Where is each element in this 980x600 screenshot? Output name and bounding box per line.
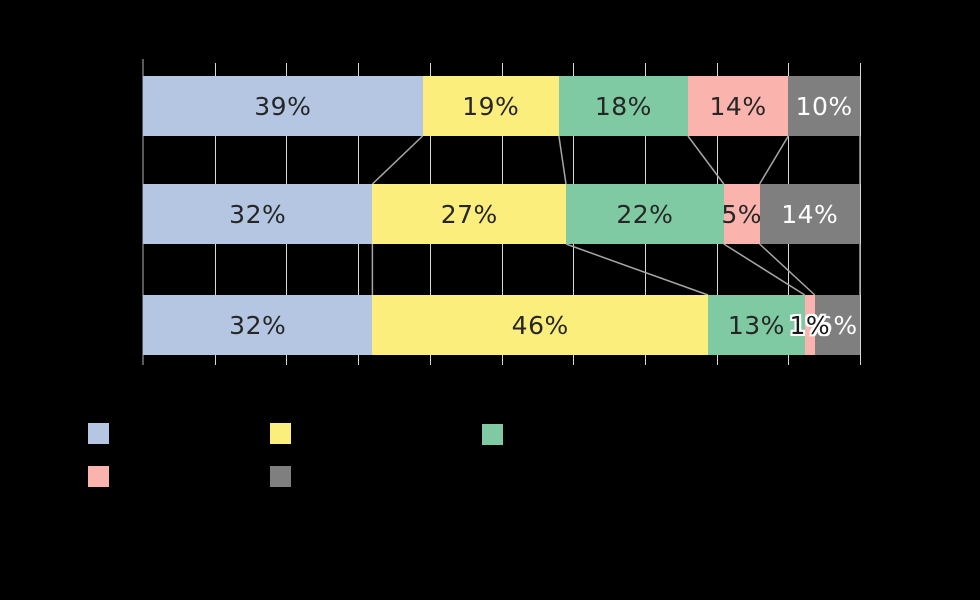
legend-swatch xyxy=(88,466,109,487)
bar-segment-label: 19% xyxy=(462,91,520,121)
bar-segment: 39% xyxy=(143,76,423,136)
bar-segment-label: 5% xyxy=(721,199,763,229)
plot-area: 39% 19% 18% 14% 10% 32% 27% 22% 5% 14% 32% 46% 13% 1%… xyxy=(142,59,861,365)
bar-segment-label: 6% xyxy=(817,310,858,340)
connector-line xyxy=(758,135,789,185)
bar-row: 39% 19% 18% 14% 10% xyxy=(143,76,860,136)
bar-segment-label: 27% xyxy=(440,199,498,229)
bar-segment: 18% xyxy=(558,76,688,136)
connector-line xyxy=(565,243,709,296)
bar-segment: 32% xyxy=(143,184,373,244)
bar-segment: 5% xyxy=(721,184,763,244)
bar-segment-label: 39% xyxy=(254,91,312,121)
bar-segment: 14% xyxy=(687,76,789,136)
connector-line xyxy=(759,243,816,296)
bar-segment-label: 46% xyxy=(511,310,569,340)
bar-segment: 6% xyxy=(814,295,860,355)
gridline xyxy=(860,63,861,365)
bar-segment-label: 1% xyxy=(789,310,831,340)
connector-line xyxy=(558,135,567,185)
bar-segment-label: 32% xyxy=(229,199,287,229)
bar-segment-label: 13% xyxy=(727,310,785,340)
bar-segment: 32% xyxy=(143,295,373,355)
bar-segment: 46% xyxy=(372,295,708,355)
bar-segment-label: 18% xyxy=(594,91,652,121)
bar-segment: 1% xyxy=(789,295,830,355)
bar-row: 32% 46% 13% 1% 6% xyxy=(143,295,860,355)
legend-swatch xyxy=(270,423,291,444)
bar-row: 32% 27% 22% 5% 14% xyxy=(143,184,860,244)
bar-segment-label: 14% xyxy=(709,91,767,121)
bar-segment: 14% xyxy=(759,184,860,244)
bar-segment: 10% xyxy=(788,76,860,136)
bar-segment: 19% xyxy=(422,76,559,136)
connector-line xyxy=(687,135,725,185)
legend-swatch xyxy=(270,466,291,487)
bar-segment-label: 10% xyxy=(795,91,853,121)
bar-segment: 22% xyxy=(566,184,724,244)
bar-segment-label: 32% xyxy=(229,310,287,340)
legend-swatch xyxy=(482,424,503,445)
bar-segment-label: 14% xyxy=(781,199,839,229)
series-connector-lines xyxy=(371,135,861,296)
bar-segment-label: 22% xyxy=(616,199,674,229)
connector-line xyxy=(371,135,424,185)
legend-swatch xyxy=(88,423,109,444)
connector-line xyxy=(723,243,806,296)
bar-segment: 13% xyxy=(707,295,805,355)
bar-segment: 27% xyxy=(372,184,567,244)
